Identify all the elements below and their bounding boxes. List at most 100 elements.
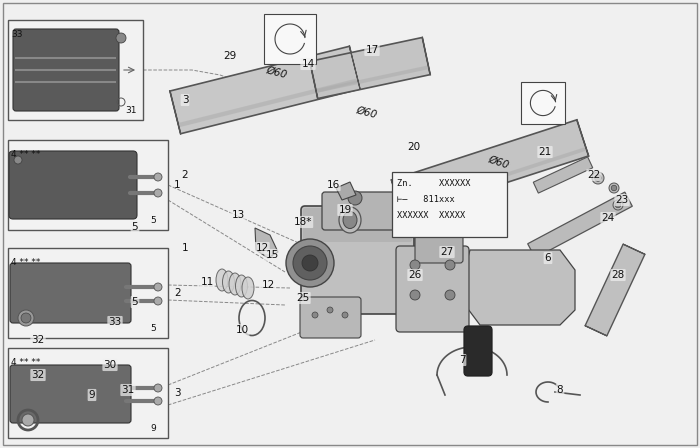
Text: 9: 9 <box>150 424 155 433</box>
Circle shape <box>445 260 455 270</box>
Text: 5: 5 <box>132 222 139 232</box>
Text: XXXXXX  XXXXX: XXXXXX XXXXX <box>397 211 466 220</box>
FancyBboxPatch shape <box>10 263 131 323</box>
Text: 17: 17 <box>365 45 379 55</box>
FancyBboxPatch shape <box>322 192 403 230</box>
Ellipse shape <box>235 275 248 297</box>
Text: 5: 5 <box>132 297 139 307</box>
Text: 4 ** **: 4 ** ** <box>11 358 41 367</box>
Text: 11: 11 <box>200 277 214 287</box>
Circle shape <box>293 246 327 280</box>
Polygon shape <box>400 147 587 211</box>
Text: 15: 15 <box>265 250 279 260</box>
Text: 16: 16 <box>326 180 340 190</box>
Ellipse shape <box>229 273 241 295</box>
Polygon shape <box>170 90 181 134</box>
Polygon shape <box>422 37 430 75</box>
Polygon shape <box>533 157 593 193</box>
FancyBboxPatch shape <box>301 206 414 314</box>
Circle shape <box>615 202 621 208</box>
Text: 6: 6 <box>545 253 552 263</box>
Circle shape <box>348 191 362 205</box>
Bar <box>8 20 143 120</box>
Polygon shape <box>255 228 278 258</box>
Polygon shape <box>349 46 360 90</box>
Circle shape <box>154 397 162 405</box>
Circle shape <box>410 260 420 270</box>
Text: 23: 23 <box>615 195 629 205</box>
Polygon shape <box>310 38 430 99</box>
Text: 5: 5 <box>150 216 155 225</box>
Polygon shape <box>309 61 318 99</box>
Circle shape <box>410 290 420 300</box>
Ellipse shape <box>339 207 361 233</box>
Circle shape <box>342 312 348 318</box>
Polygon shape <box>170 46 360 134</box>
Text: 3: 3 <box>182 95 188 105</box>
Bar <box>521 82 565 124</box>
Text: 19: 19 <box>338 205 351 215</box>
Circle shape <box>286 239 334 287</box>
Text: 1: 1 <box>174 180 181 190</box>
Text: Ø60: Ø60 <box>487 154 510 170</box>
Text: 29: 29 <box>223 51 237 61</box>
Text: 32: 32 <box>32 370 45 380</box>
Text: 21: 21 <box>538 147 552 157</box>
Circle shape <box>592 172 604 184</box>
Text: 24: 24 <box>601 213 615 223</box>
Text: 3: 3 <box>174 388 181 398</box>
FancyBboxPatch shape <box>10 365 131 423</box>
Text: 1: 1 <box>182 243 188 253</box>
Text: ⊢—   811xxx: ⊢— 811xxx <box>397 195 455 204</box>
Text: 13: 13 <box>232 210 244 220</box>
Polygon shape <box>316 65 429 93</box>
Text: 22: 22 <box>587 170 601 180</box>
Ellipse shape <box>242 277 254 299</box>
Polygon shape <box>336 182 356 200</box>
Text: 28: 28 <box>611 270 624 280</box>
Ellipse shape <box>216 269 228 291</box>
Circle shape <box>312 312 318 318</box>
Text: 32: 32 <box>32 335 45 345</box>
Circle shape <box>21 313 31 323</box>
Polygon shape <box>178 78 358 127</box>
Circle shape <box>154 384 162 392</box>
Circle shape <box>611 185 617 191</box>
Circle shape <box>14 156 22 164</box>
Bar <box>8 248 168 338</box>
Text: 18*: 18* <box>294 217 312 227</box>
Text: 20: 20 <box>407 142 421 152</box>
Bar <box>264 14 316 64</box>
FancyBboxPatch shape <box>300 297 361 338</box>
Circle shape <box>609 183 619 193</box>
Circle shape <box>445 290 455 300</box>
Circle shape <box>613 200 623 210</box>
Text: Ø60: Ø60 <box>355 104 378 120</box>
Text: 33: 33 <box>11 30 22 39</box>
Polygon shape <box>577 119 589 156</box>
Text: 31: 31 <box>125 106 136 115</box>
Text: 27: 27 <box>440 247 454 257</box>
Bar <box>8 140 168 230</box>
Text: 25: 25 <box>296 293 309 303</box>
Polygon shape <box>391 180 403 217</box>
Circle shape <box>327 307 333 313</box>
Bar <box>392 172 507 237</box>
FancyBboxPatch shape <box>9 151 137 219</box>
Text: 14: 14 <box>302 59 314 69</box>
Text: 30: 30 <box>104 360 117 370</box>
Text: 2: 2 <box>182 170 188 180</box>
Polygon shape <box>465 250 575 325</box>
Polygon shape <box>528 192 632 258</box>
Ellipse shape <box>223 271 234 293</box>
Ellipse shape <box>343 211 357 228</box>
Circle shape <box>154 283 162 291</box>
Text: 2: 2 <box>174 288 181 298</box>
Text: 4 ** **: 4 ** ** <box>11 150 41 159</box>
Text: 33: 33 <box>108 317 122 327</box>
Circle shape <box>302 255 318 271</box>
Text: 8: 8 <box>556 385 564 395</box>
FancyBboxPatch shape <box>303 208 412 242</box>
FancyBboxPatch shape <box>396 246 469 332</box>
FancyBboxPatch shape <box>13 29 119 111</box>
